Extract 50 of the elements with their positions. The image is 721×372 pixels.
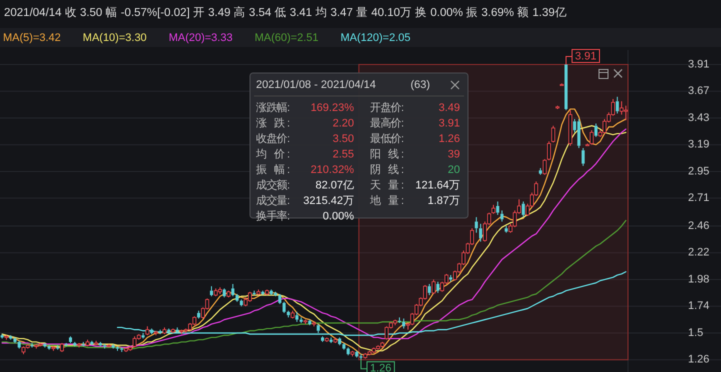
annotation: 涨 跌: [256,117,290,130]
annotation: 最低价: [370,132,404,145]
ytick: 3.91 [688,58,710,70]
title: 2021/04/14 收 3.50 幅 -0.57%[-0.02] 开 3.49 高 3.54 低 3.41 均 3.47 量 40.10万 换 0.00% 振 3.69% 额 1.39亿 [4,7,567,19]
annotation: 1.26 [370,362,392,372]
annotation: 地 量: [369,194,404,207]
annotation: 210.32% [310,164,354,176]
marker-label: 3.91 [566,48,600,65]
ytick: 2.71 [688,192,710,204]
annotation: 3.91 [575,50,596,62]
annotation: 天 量: [370,179,404,192]
annotation: 2.20 [332,117,354,130]
annotation: 3215.42万 [303,194,354,207]
annotation: 1.87万 [428,194,460,207]
annotation: 成交额: [256,178,290,192]
marker-label: 1.26 [360,359,395,372]
annotation: 3.91 [438,117,460,130]
annotation: 阴 线: [370,162,404,176]
annotation: 3.49 [438,102,460,114]
ytick: 3.19 [688,138,710,151]
ytick: 2.46 [688,220,710,232]
annotation: 1.26 [438,132,460,145]
ytick: 1.5 [688,326,704,339]
annotation: 涨跌幅: [256,102,290,114]
ytick: 1.98 [688,273,710,286]
annotation: 39 [448,148,460,160]
annotation: 121.64万 [415,179,460,192]
ytick: 2.95 [688,165,710,178]
annotation: 82.07亿 [315,179,354,192]
annotation: 最高价: [370,116,404,130]
annotation: 换手率: [256,209,290,222]
ytick: 3.43 [688,112,710,124]
ytick: 2.22 [688,246,710,259]
legend: MA(5)=3.42 MA(10)=3.30 MA(20)=3.33 MA(60)=2.51 MA(120)=2.05 [0,28,721,47]
annotation: 169.23% [310,102,354,114]
annotation: 0.00% [322,210,354,222]
annotation: 均 价: [255,148,290,160]
annotation: 2021/01/08 - 2021/04/14 [256,78,376,91]
ytick: 1.26 [688,354,710,366]
annotation: 2.55 [332,148,354,160]
annotation: 成交量: [256,194,290,207]
annotation: 振 幅: [256,164,290,176]
annotation: (63) [410,78,430,91]
annotation: 收盘价: [256,132,290,145]
ytick: 1.74 [688,300,710,312]
ytick: 3.67 [688,85,710,98]
annotation: 阳 线: [370,147,404,160]
annotation: 20 [448,164,460,176]
annotation: 开盘价: [370,102,404,114]
annotation: 3.50 [332,132,354,145]
